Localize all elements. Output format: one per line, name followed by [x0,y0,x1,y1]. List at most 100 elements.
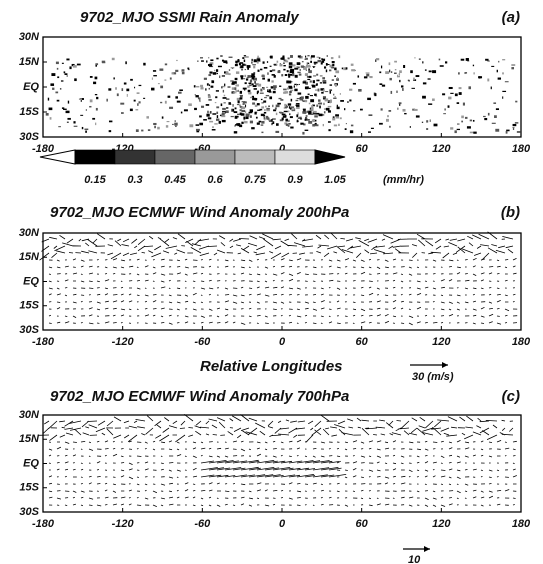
rain-speck [322,96,327,99]
rain-speck [484,117,488,121]
rain-speck [57,76,60,79]
rain-speck [335,70,340,74]
rain-speck [307,62,310,64]
rain-speck [200,105,205,108]
rain-speck [313,61,318,64]
rain-speck [243,116,246,120]
rain-speck [329,99,332,102]
rain-speck [275,130,280,133]
rain-speck [329,89,333,91]
rain-speck [289,86,293,89]
reference-arrowhead [424,546,430,552]
rain-speck [273,109,277,112]
rain-speck [368,131,371,133]
rain-speck [157,83,160,85]
rain-speck [375,58,380,61]
rain-speck [240,75,244,78]
rain-speck [252,102,256,105]
rain-speck [84,128,89,131]
rain-speck [266,61,269,63]
rain-speck [85,130,87,133]
colorbar-segment [154,149,196,165]
rain-speck [239,97,243,100]
rain-speck [308,75,312,78]
rain-speck [433,123,438,127]
rain-speck [487,60,490,62]
rain-speck [306,64,311,68]
rain-speck [332,117,336,121]
rain-speck [283,91,287,94]
panel-label: (c) [502,388,520,405]
rain-speck [496,69,498,73]
rain-speck [262,61,265,64]
rain-speck [210,59,214,62]
rain-speck [399,103,401,106]
rain-speck [175,125,177,128]
rain-speck [271,118,273,122]
rain-speck [314,93,317,96]
rain-speck [327,100,332,103]
rain-speck [426,128,429,130]
rain-speck [81,126,84,130]
rain-speck [268,119,272,122]
rain-speck [269,96,273,100]
rain-speck [80,114,84,116]
rain-speck [311,105,314,109]
rain-speck [306,76,310,78]
rain-speck [379,83,383,85]
rain-speck [308,87,311,89]
rain-speck [290,126,294,129]
rain-speck [180,111,183,114]
rain-speck [251,61,253,64]
rain-speck [47,97,50,101]
rain-speck [221,115,226,118]
rain-speck [256,91,259,95]
rain-speck [336,78,339,81]
rain-speck [319,105,321,109]
rain-speck [305,81,308,85]
rain-speck [396,75,401,78]
rain-speck [320,62,323,65]
rain-speck [263,100,267,103]
rain-speck [442,93,446,96]
rain-speck [225,61,228,64]
rain-speck [469,131,474,134]
rain-speck [287,103,292,106]
rain-speck [300,56,302,59]
rain-speck [235,84,240,87]
rain-speck [289,70,294,74]
rain-speck [290,107,292,110]
rain-speck [385,71,390,74]
rain-speck [403,64,406,68]
rain-speck [291,108,295,111]
rain-speck [92,117,96,120]
rain-speck [196,85,200,88]
rain-speck [288,65,293,69]
rain-speck [245,104,247,108]
rain-speck [266,117,270,120]
rain-speck [336,104,338,108]
rain-speck [63,71,66,74]
rain-speck [363,76,368,79]
rain-speck [317,79,320,82]
rain-speck [225,71,229,74]
rain-speck [108,130,112,133]
rain-speck [147,129,151,132]
rain-speck [263,117,266,121]
rain-speck [220,55,223,57]
rain-speck [240,76,243,80]
rain-speck [316,104,319,107]
rain-speck [241,101,246,103]
rain-speck [399,70,402,74]
rain-speck [251,76,255,80]
rain-speck [89,105,92,108]
rain-speck [267,78,270,82]
rain-speck [239,105,243,108]
rain-speck [329,69,332,72]
rain-speck [394,60,397,63]
rain-speck [108,88,112,91]
rain-speck [230,66,235,69]
rain-speck [310,99,315,103]
rain-speck [353,110,356,112]
rain-speck [288,80,292,84]
